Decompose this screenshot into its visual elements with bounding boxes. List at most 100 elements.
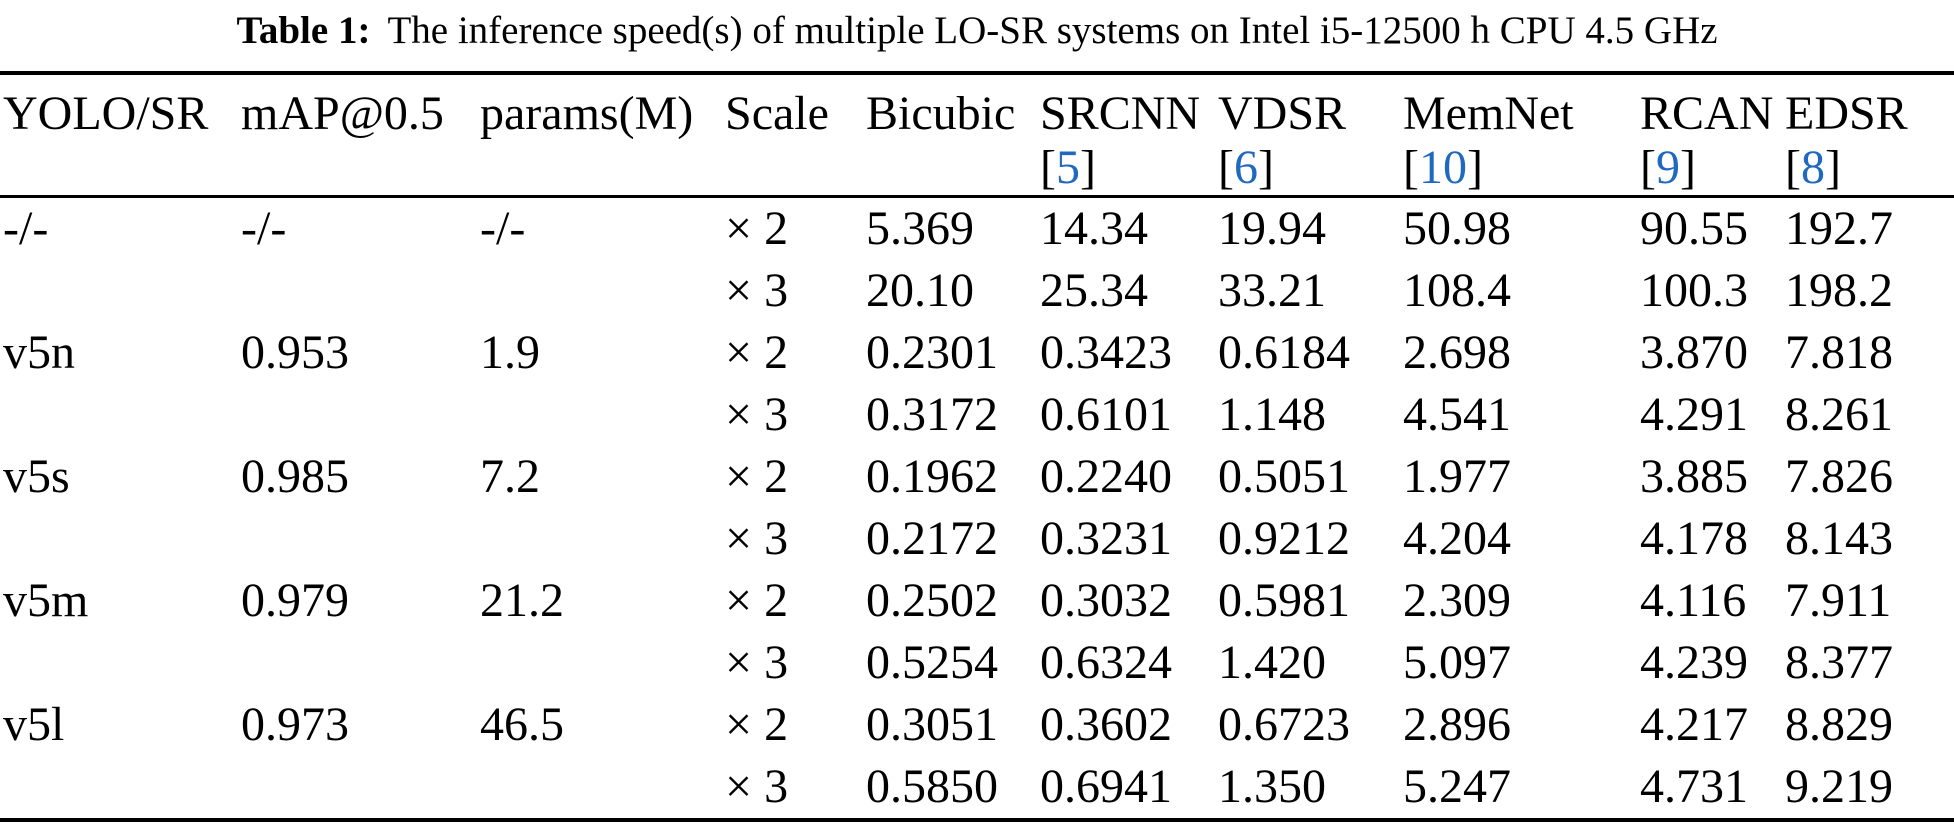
column-header-bicubic: Bicubic: [866, 73, 1040, 197]
table-cell: [241, 508, 480, 570]
table-cell: 8.377: [1785, 636, 1893, 689]
citation-ref: [5]: [1040, 141, 1218, 195]
header-row: YOLO/SR mAP@0.5 params(M) Scale Bicubic SRCNN…: [0, 73, 1954, 197]
table-cell: 4.239: [1640, 636, 1748, 689]
table-cell: 0.6324: [1040, 636, 1172, 689]
table-row: × 3 20.10 25.34 33.21 108.4 100.3 198.2: [0, 260, 1954, 322]
table-cell: × 3: [725, 264, 789, 317]
citation-number-link[interactable]: 8: [1800, 141, 1825, 194]
table-cell: 0.953: [241, 326, 349, 379]
citation-ref: [8]: [1785, 141, 1954, 195]
table-cell: 20.10: [866, 264, 974, 317]
table-cell: 198.2: [1785, 264, 1893, 317]
citation-number-link[interactable]: 9: [1655, 141, 1680, 194]
column-label: VDSR: [1218, 87, 1347, 140]
table-cell: 19.94: [1218, 202, 1326, 255]
column-label: params(M): [480, 87, 694, 140]
table-cell: 4.731: [1640, 760, 1748, 813]
table-cell: 8.143: [1785, 512, 1893, 565]
table-cell: 0.3032: [1040, 574, 1172, 627]
table-cell: [480, 632, 725, 694]
table-cell: 0.2301: [866, 326, 998, 379]
column-label: MemNet: [1403, 87, 1574, 140]
table-cell: 1.148: [1218, 388, 1326, 441]
table-cell: 0.5981: [1218, 574, 1350, 627]
column-header-scale: Scale: [725, 73, 866, 197]
column-header-map-0-5: mAP@0.5: [241, 73, 480, 197]
table-cell: × 3: [725, 636, 789, 689]
table-cell: 9.219: [1785, 760, 1893, 813]
table-row: × 3 0.5850 0.6941 1.350 5.247 4.731 9.219: [0, 756, 1954, 820]
citation-open-bracket: [: [1040, 141, 1056, 194]
table-cell: 0.973: [241, 698, 349, 751]
table-cell: 4.541: [1403, 388, 1511, 441]
table-cell: 0.2502: [866, 574, 998, 627]
table-caption: Table 1: The inference speed(s) of multip…: [0, 0, 1954, 71]
table-cell: v5n: [3, 326, 75, 379]
table-caption-text: The inference speed(s) of multiple LO-SR…: [387, 9, 1718, 52]
table-cell: 192.7: [1785, 202, 1893, 255]
table-cell: v5s: [3, 450, 70, 503]
table-cell: × 2: [725, 450, 789, 503]
column-label: mAP@0.5: [241, 87, 444, 140]
column-header-params-m: params(M): [480, 73, 725, 197]
column-header-edsr: EDSR [8]: [1785, 73, 1954, 197]
citation-close-bracket: ]: [1824, 141, 1841, 194]
table-body: -/- -/- -/- × 2 5.369 14.34 19.94 50.98 90.55 192…: [0, 197, 1954, 821]
table-cell: 1.350: [1218, 760, 1326, 813]
table-cell: 0.6101: [1040, 388, 1172, 441]
table-cell: 0.5051: [1218, 450, 1350, 503]
table-cell: [241, 632, 480, 694]
citation-open-bracket: [: [1218, 141, 1234, 194]
table-cell: [241, 260, 480, 322]
citation-number-link[interactable]: 6: [1233, 141, 1258, 194]
column-label: EDSR: [1785, 87, 1908, 140]
table-cell: v5l: [3, 698, 65, 751]
table-row: v5n 0.953 1.9 × 2 0.2301 0.3423 0.6184 2.698 3.8…: [0, 322, 1954, 384]
table-row: v5l 0.973 46.5 × 2 0.3051 0.3602 0.6723 2.896 4.…: [0, 694, 1954, 756]
citation-ref: [9]: [1640, 141, 1785, 195]
table-cell: [480, 756, 725, 820]
table-row: v5m 0.979 21.2 × 2 0.2502 0.3032 0.5981 2.309 4.…: [0, 570, 1954, 632]
table-cell: [480, 508, 725, 570]
citation-ref: [10]: [1403, 141, 1640, 195]
table-cell: 4.291: [1640, 388, 1748, 441]
table-cell: 7.826: [1785, 450, 1893, 503]
column-label: YOLO/SR: [3, 87, 209, 140]
citation-open-bracket: [: [1403, 141, 1419, 194]
table-cell: 0.979: [241, 574, 349, 627]
table-cell: 2.309: [1403, 574, 1511, 627]
table-cell: [480, 384, 725, 446]
column-header-vdsr: VDSR [6]: [1218, 73, 1403, 197]
table-cell: 0.3172: [866, 388, 998, 441]
table-cell: [241, 384, 480, 446]
table-row: -/- -/- -/- × 2 5.369 14.34 19.94 50.98 90.55 192…: [0, 197, 1954, 261]
table-cell: -/-: [480, 202, 526, 255]
table-cell: 3.885: [1640, 450, 1748, 503]
table-cell: 5.247: [1403, 760, 1511, 813]
column-header-rcan: RCAN [9]: [1640, 73, 1785, 197]
table-row: × 3 0.2172 0.3231 0.9212 4.204 4.178 8.143: [0, 508, 1954, 570]
table-cell: × 3: [725, 512, 789, 565]
table-cell: [0, 508, 241, 570]
table-cell: 4.217: [1640, 698, 1748, 751]
citation-open-bracket: [: [1640, 141, 1656, 194]
column-header-srcnn: SRCNN [5]: [1040, 73, 1218, 197]
table-caption-label: Table 1:: [236, 9, 371, 52]
table-cell: 0.3602: [1040, 698, 1172, 751]
table-cell: 100.3: [1640, 264, 1748, 317]
table-cell: 8.829: [1785, 698, 1893, 751]
citation-close-bracket: ]: [1679, 141, 1696, 194]
column-label: Bicubic: [866, 87, 1016, 140]
table-cell: 21.2: [480, 574, 564, 627]
table-cell: 0.2240: [1040, 450, 1172, 503]
citation-number-link[interactable]: 5: [1055, 141, 1080, 194]
table-cell: 4.204: [1403, 512, 1511, 565]
column-label: Scale: [725, 87, 829, 140]
table-cell: 0.1962: [866, 450, 998, 503]
table-cell: 1.977: [1403, 450, 1511, 503]
table-cell: [0, 756, 241, 820]
citation-close-bracket: ]: [1257, 141, 1274, 194]
citation-number-link[interactable]: 10: [1418, 141, 1467, 194]
